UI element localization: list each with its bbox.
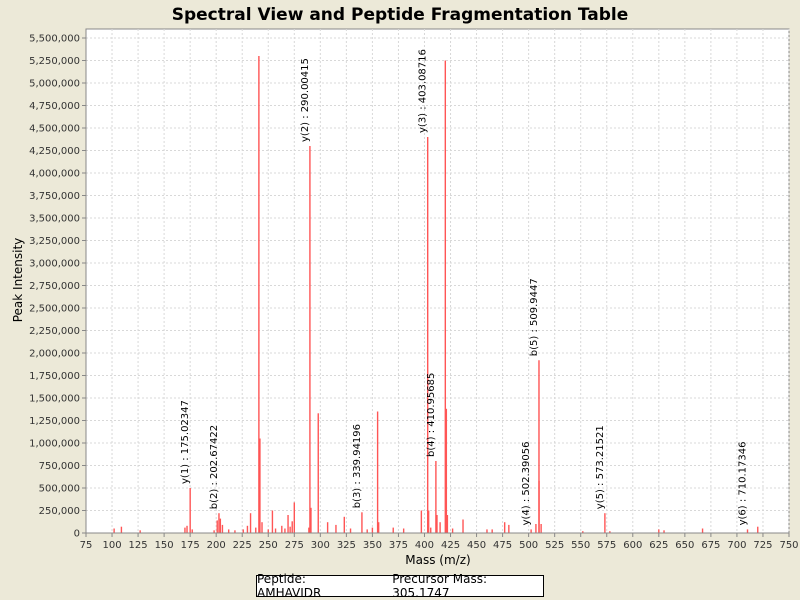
y-tick-label: 1,250,000	[29, 416, 80, 427]
x-tick-label: 725	[753, 540, 772, 551]
x-tick-label: 400	[415, 540, 434, 551]
x-tick-label: 325	[337, 540, 356, 551]
y-tick-label: 750,000	[39, 461, 80, 472]
x-tick-label: 675	[701, 540, 720, 551]
y-tick-label: 1,500,000	[29, 394, 80, 405]
x-tick-label: 100	[102, 540, 121, 551]
fragment-ion-label: y(6) : 710.17346	[738, 442, 749, 526]
x-tick-label: 200	[207, 540, 226, 551]
x-tick-label: 500	[519, 540, 538, 551]
fragment-ion-label: b(5) : 509.9447	[529, 278, 540, 356]
y-tick-label: 3,250,000	[29, 236, 80, 247]
x-tick-label: 650	[675, 540, 694, 551]
y-tick-label: 4,750,000	[29, 101, 80, 112]
x-tick-label: 175	[181, 540, 200, 551]
y-tick-label: 3,000,000	[29, 259, 80, 270]
y-tick-label: 1,750,000	[29, 371, 80, 382]
x-tick-label: 125	[129, 540, 148, 551]
x-tick-label: 300	[311, 540, 330, 551]
x-tick-label: 475	[493, 540, 512, 551]
fragment-ion-label: y(3) : 403.08716	[418, 49, 429, 133]
y-tick-label: 4,000,000	[29, 169, 80, 180]
fragment-ion-label: b(3) : 339.94196	[352, 424, 363, 508]
y-tick-label: 4,250,000	[29, 146, 80, 157]
y-tick-label: 4,500,000	[29, 124, 80, 135]
fragment-ion-label: b(4) : 410.95685	[426, 373, 437, 457]
fragment-ion-label: y(4) : 502.39056	[521, 442, 532, 526]
peptide-legend: Peptide: AMHAVIDR Precursor Mass: 305.17…	[256, 572, 544, 600]
x-tick-label: 375	[389, 540, 408, 551]
fragment-ion-label: y(1) : 175.02347	[180, 400, 191, 484]
peptide-label: Peptide: AMHAVIDR	[257, 572, 322, 600]
fragment-ion-label: y(5) : 573.21521	[595, 425, 606, 509]
x-tick-label: 275	[285, 540, 304, 551]
x-tick-label: 450	[467, 540, 486, 551]
x-tick-label: 600	[623, 540, 642, 551]
grid-lines	[85, 29, 790, 534]
x-tick-label: 625	[649, 540, 668, 551]
x-tick-label: 525	[545, 540, 564, 551]
fragment-annotations: y(1) : 175.02347 b(2) : 202.67422 y(2) : 2…	[180, 49, 748, 525]
x-tick-label: 750	[779, 540, 798, 551]
peak-series	[113, 56, 759, 533]
x-tick-label: 150	[155, 540, 174, 551]
y-tick-label: 0	[74, 529, 80, 540]
y-tick-label: 5,250,000	[29, 56, 80, 67]
x-tick-label: 575	[597, 540, 616, 551]
y-tick-label: 2,250,000	[29, 326, 80, 337]
x-tick-label: 425	[441, 540, 460, 551]
y-tick-label: 2,750,000	[29, 281, 80, 292]
fragment-ion-label: y(2) : 290.00415	[300, 58, 311, 142]
y-tick-label: 2,000,000	[29, 349, 80, 360]
fragment-ion-label: b(2) : 202.67422	[209, 425, 220, 509]
y-tick-label: 5,000,000	[29, 79, 80, 90]
y-tick-label: 3,500,000	[29, 214, 80, 225]
precursor-mass-label: Precursor Mass: 305.1747	[392, 572, 488, 600]
x-tick-label: 550	[571, 540, 590, 551]
x-tick-label: 700	[727, 540, 746, 551]
y-tick-label: 1,000,000	[29, 439, 80, 450]
y-tick-label: 5,500,000	[29, 34, 80, 45]
x-tick-label: 225	[233, 540, 252, 551]
y-tick-label: 500,000	[39, 484, 80, 495]
x-tick-label: 75	[80, 540, 93, 551]
axes: 75 100 125 150 175 200 225 250 275 300 325 350 375 40…	[29, 29, 799, 551]
chart-title: Spectral View and Peptide Fragmentation …	[172, 5, 629, 25]
y-axis-label: Peak Intensity	[11, 238, 25, 323]
y-tick-label: 3,750,000	[29, 191, 80, 202]
x-tick-label: 350	[363, 540, 382, 551]
y-tick-label: 2,500,000	[29, 304, 80, 315]
x-tick-label: 250	[259, 540, 278, 551]
x-axis-label: Mass (m/z)	[405, 553, 470, 567]
plot-area	[85, 28, 790, 534]
y-tick-label: 250,000	[39, 506, 80, 517]
